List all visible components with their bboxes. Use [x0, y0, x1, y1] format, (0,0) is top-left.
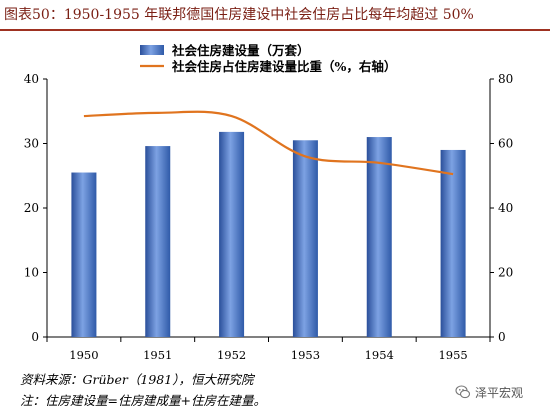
- watermark-text: 泽平宏观: [475, 385, 524, 400]
- y-left-tick-label: 30: [24, 137, 39, 151]
- source-note: 资料来源：Grüber（1981），恒大研究院: [20, 372, 254, 387]
- x-tick-label: 1951: [143, 348, 172, 362]
- y-right-tick-label: 80: [498, 72, 513, 86]
- y-left-tick-label: 20: [24, 201, 39, 215]
- title-rule: [0, 29, 550, 31]
- legend-swatch-bar: [140, 45, 164, 55]
- legend-label-bar: 社会住房建设量（万套）: [171, 43, 310, 58]
- watermark: 泽平宏观: [455, 383, 523, 401]
- y-left-tick-label: 10: [24, 266, 39, 280]
- wechat-icon: [455, 385, 471, 399]
- x-tick-label: 1954: [365, 348, 394, 362]
- x-tick-label: 1952: [217, 348, 246, 362]
- y-right-tick-label: 0: [498, 330, 506, 344]
- footnote: 注：住房建设量=住房建成量+住房在建量。: [20, 393, 266, 408]
- bar: [440, 149, 466, 337]
- x-tick-label: 1953: [291, 348, 320, 362]
- chart: 0 10 20 30 40 0 20 40 60 80 1950 1951 1952 1953 1954 19…: [24, 43, 514, 362]
- y-left-tick-label: 40: [24, 72, 39, 86]
- line-series-share: [83, 110, 454, 176]
- bar: [366, 137, 392, 337]
- chart-title: 图表50：1950-1955 年联邦德国住房建设中社会住房占比每年均超过 50%: [4, 7, 474, 23]
- bar: [145, 146, 171, 337]
- y-right-tick-label: 20: [498, 266, 513, 280]
- title-bar: 图表50：1950-1955 年联邦德国住房建设中社会住房占比每年均超过 50%: [0, 0, 550, 31]
- y-right-tick-label: 60: [498, 137, 513, 151]
- bar: [292, 140, 318, 337]
- bar: [71, 172, 97, 337]
- bar: [219, 131, 245, 337]
- y-left-tick-label: 0: [31, 330, 39, 344]
- x-tick-label: 1955: [438, 348, 467, 362]
- y-right-tick-label: 40: [498, 201, 513, 215]
- legend-label-line: 社会住房占住房建设量比重（%，右轴）: [171, 59, 396, 74]
- x-tick-label: 1950: [69, 348, 98, 362]
